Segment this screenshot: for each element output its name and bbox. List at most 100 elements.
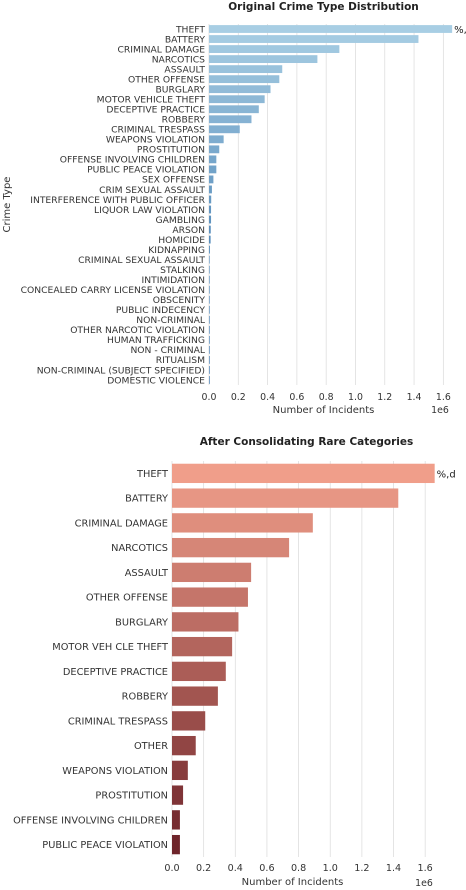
bar — [209, 315, 210, 324]
bar — [209, 105, 259, 114]
x-tick-label: 1.4 — [386, 863, 401, 874]
category-label: BATTERY — [125, 494, 168, 505]
category-label: THEFT — [136, 469, 169, 480]
bar — [209, 225, 211, 234]
x-axis-label: Number of Incidents — [242, 877, 344, 888]
bar — [172, 636, 233, 657]
category-label: WEAPONS VIOLATION — [106, 135, 205, 146]
category-label: CRIMINAL SEXUAL ASSAULT — [78, 255, 205, 266]
category-label: INTERFERENCE WITH PUBLIC OFFICER — [30, 195, 205, 206]
bar — [172, 562, 252, 583]
bar — [209, 275, 210, 284]
category-label: ASSAULT — [125, 568, 169, 579]
bar — [209, 335, 210, 344]
y-axis-label: Crime Type — [2, 177, 13, 233]
bar — [209, 195, 212, 204]
x-tick-label: 1.0 — [348, 392, 363, 403]
bar — [209, 185, 212, 194]
bar — [172, 834, 180, 855]
bar — [172, 612, 239, 632]
bar — [172, 587, 248, 607]
bar — [209, 305, 210, 314]
category-label: BURGLARY — [115, 617, 168, 628]
x-scale-label: 1e6 — [415, 878, 433, 889]
x-tick-label: 0.0 — [202, 392, 217, 403]
bar — [209, 25, 453, 33]
bar — [209, 55, 318, 64]
bar — [172, 711, 206, 731]
x-tick-label: 1.4 — [407, 392, 422, 403]
x-scale-label: 1e6 — [431, 405, 449, 416]
bar — [209, 245, 210, 254]
bar — [209, 325, 210, 334]
bar — [209, 285, 210, 294]
category-label: GAMBLING — [156, 215, 205, 226]
category-label: CRIMINAL DAMAGE — [117, 44, 205, 55]
category-label: BURGLARY — [155, 84, 205, 95]
category-label: MOTOR VEHICLE THEFT — [97, 95, 206, 106]
bar — [172, 810, 180, 830]
bar — [209, 235, 211, 244]
category-label: CRIMINAL DAMAGE — [75, 518, 168, 529]
bar — [209, 75, 280, 84]
bar — [209, 35, 419, 43]
bar — [172, 488, 399, 508]
bar — [209, 135, 224, 144]
bar — [209, 115, 252, 124]
bar — [172, 760, 188, 781]
bar — [172, 735, 196, 756]
bar — [209, 265, 210, 274]
category-label: NON-CRIMINAL — [136, 315, 206, 326]
category-label: PROSTITUTION — [95, 791, 168, 802]
chart-title: Original Crime Type Distribution — [228, 1, 419, 13]
category-label: PROSTITUTION — [137, 145, 205, 156]
category-label: OBSCENITY — [153, 295, 206, 306]
x-tick-label: 0.4 — [228, 863, 243, 874]
category-label: NON - CRIMINAL — [130, 345, 205, 356]
category-label: ARSON — [172, 225, 205, 236]
x-axis-label: Number of Incidents — [273, 405, 375, 416]
chart-consolidated-distribution: After Consolidating Rare Categories 0.0 0.… — [13, 436, 456, 889]
category-label: PUBLIC PEACE VIOLATION — [87, 165, 205, 176]
x-tick-label: 1.6 — [418, 863, 433, 874]
category-label: CRIMINAL TRESPASS — [68, 716, 168, 727]
category-label: WEAPONS VIOLATION — [62, 766, 168, 777]
bar — [209, 295, 210, 304]
category-label: BATTERY — [165, 34, 206, 45]
bar — [209, 205, 212, 214]
bar — [172, 513, 313, 533]
category-label: LIQUOR LAW VIOLATION — [94, 205, 205, 216]
category-label: HOMICIDE — [158, 235, 205, 246]
category-label: THEFT — [175, 24, 205, 35]
bar — [209, 145, 220, 154]
category-label: RITUALISM — [156, 355, 205, 366]
category-label: NON-CRIMINAL (SUBJECT SPECIFIED) — [37, 365, 205, 376]
bar — [209, 175, 214, 184]
category-label: DECEPTIVE PRACTICE — [106, 105, 205, 116]
bar — [209, 255, 210, 264]
category-label: ROBBERY — [162, 115, 206, 126]
bar — [209, 356, 210, 364]
bar — [172, 785, 184, 805]
chart-original-distribution: Original Crime Type Distribution 0.0 0.2 0.… — [2, 1, 466, 416]
bar — [209, 125, 240, 134]
category-label: ROBBERY — [122, 692, 168, 703]
x-tick-label: 0.8 — [319, 392, 334, 403]
category-label: DECEPTIVE PRACTICE — [63, 667, 168, 678]
bar — [172, 661, 226, 682]
x-tick-label: 1.6 — [436, 392, 451, 403]
category-label: OFFENSE INVOLVING CHILDREN — [60, 155, 205, 166]
x-tick-label: 0.6 — [259, 863, 274, 874]
category-label: OTHER NARCOTIC VIOLATION — [70, 325, 205, 336]
category-label: NARCOTICS — [152, 54, 205, 65]
bar-annotation: %,d — [437, 469, 456, 480]
chart-title: After Consolidating Rare Categories — [200, 436, 414, 448]
category-label: OTHER — [134, 741, 168, 752]
bar — [209, 85, 271, 94]
category-label: CRIM SEXUAL ASSAULT — [99, 185, 205, 196]
bar-annotation: %,d — [454, 25, 466, 36]
category-label: CRIMINAL TRESPASS — [111, 125, 205, 136]
category-label: MOTOR VEH CLE THEFT — [52, 642, 169, 653]
x-tick-label: 0.2 — [231, 392, 246, 403]
category-label: OTHER OFFENSE — [128, 74, 205, 85]
